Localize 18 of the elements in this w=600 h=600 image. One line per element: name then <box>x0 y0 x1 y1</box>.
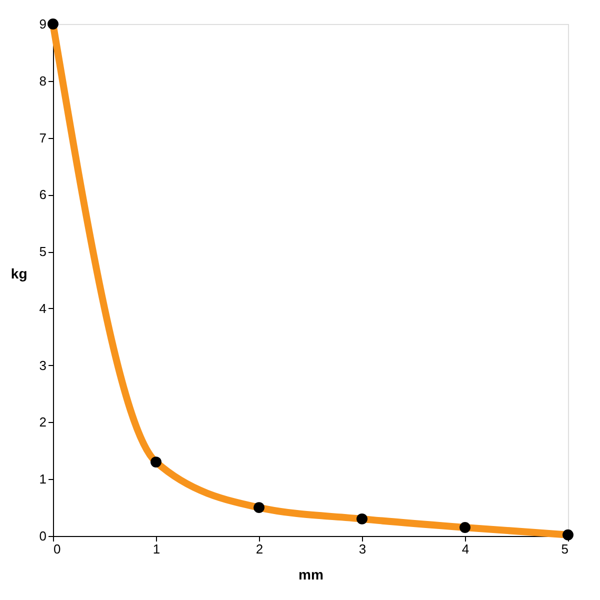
x-tick-label: 0 <box>54 542 61 556</box>
y-tick-label: 0 <box>39 528 46 544</box>
y-tick-label: 3 <box>39 358 46 373</box>
y-tick-label: 6 <box>39 187 46 202</box>
y-tick-label: 5 <box>39 244 46 260</box>
y-tick-label: 9 <box>39 16 46 32</box>
x-axis-title: mm <box>298 566 324 582</box>
y-tick-label: 2 <box>39 414 46 430</box>
y-tick-label: 1 <box>39 472 46 487</box>
y-axis-title: kg <box>10 266 28 282</box>
y-tick-label: 8 <box>39 73 46 88</box>
x-tick-label: 5 <box>561 542 568 556</box>
y-tick-label: 7 <box>39 130 46 146</box>
y-tick-label: 4 <box>39 300 46 316</box>
x-tick-label: 3 <box>358 542 366 556</box>
x-tick-label: 1 <box>152 542 160 556</box>
x-tick-label: 4 <box>462 542 470 556</box>
x-tick-label: 2 <box>256 542 264 556</box>
